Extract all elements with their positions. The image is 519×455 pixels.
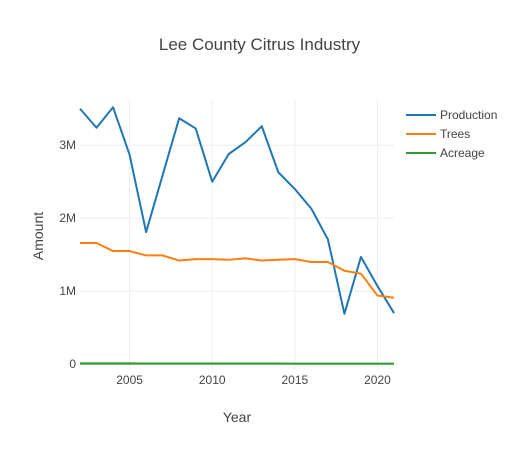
y-tick-label: 3M bbox=[59, 138, 76, 152]
legend-label: Trees bbox=[440, 127, 470, 141]
legend-label: Production bbox=[440, 108, 497, 122]
y-tick-label: 0 bbox=[69, 357, 76, 371]
x-tick-label: 2005 bbox=[116, 373, 143, 387]
x-tick-label: 2020 bbox=[364, 373, 391, 387]
y-tick-label: 2M bbox=[59, 211, 76, 225]
x-tick-label: 2010 bbox=[199, 373, 226, 387]
x-axis-title: Year bbox=[223, 409, 252, 425]
y-tick-label: 1M bbox=[59, 284, 76, 298]
legend-label: Acreage bbox=[440, 146, 485, 160]
y-axis-title: Amount bbox=[30, 212, 46, 260]
chart-title: Lee County Citrus Industry bbox=[159, 35, 361, 54]
x-tick-label: 2015 bbox=[281, 373, 308, 387]
